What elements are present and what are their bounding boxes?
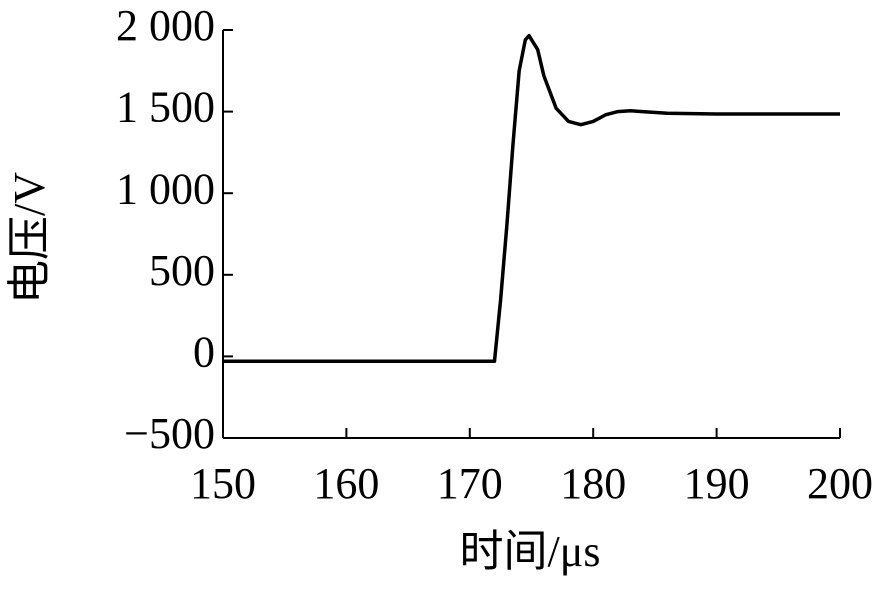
x-tick-label: 200: [807, 459, 873, 508]
y-tick-label: −500: [124, 409, 215, 458]
x-axis-label: 时间/μs: [460, 527, 601, 576]
x-tick-label: 150: [190, 459, 256, 508]
x-tick-label: 180: [560, 459, 626, 508]
y-axis-label: 电压/V: [5, 172, 54, 304]
x-tick-label: 170: [437, 459, 503, 508]
y-tick-label: 500: [149, 246, 215, 295]
y-tick-label: 0: [193, 327, 215, 376]
x-tick-label: 190: [684, 459, 750, 508]
y-tick-label: 2 000: [116, 1, 215, 50]
data-line: [223, 33, 840, 364]
y-tick-label: 1 500: [116, 83, 215, 132]
x-tick-label: 160: [313, 459, 379, 508]
y-tick-label: 1 000: [116, 164, 215, 213]
